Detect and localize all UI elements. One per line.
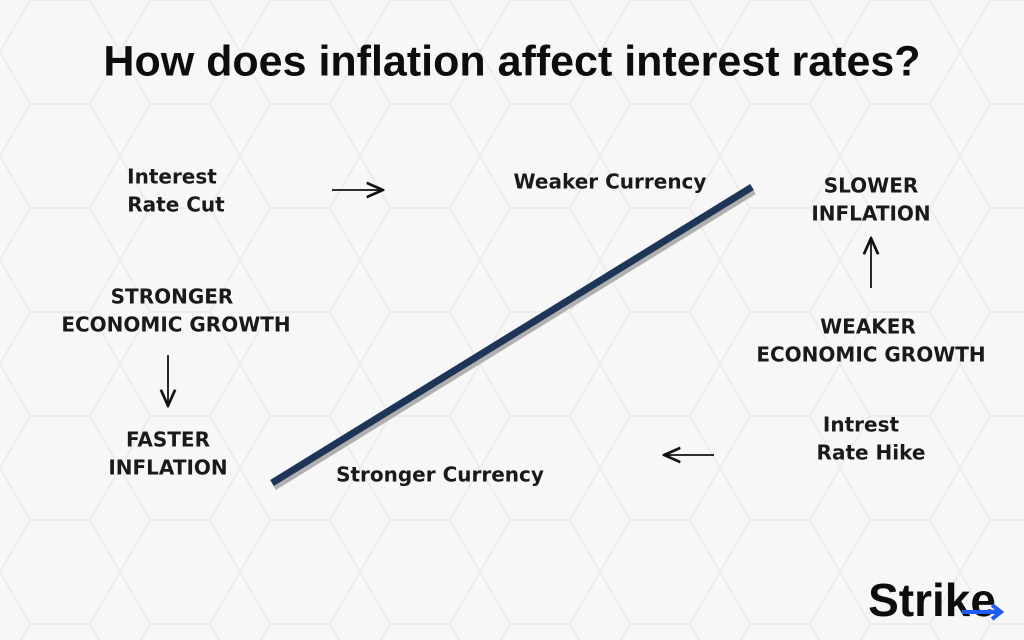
title: How does inflation affect interest rates… (103, 37, 920, 85)
balance-line (270, 184, 754, 486)
node-line: Stronger Currency (336, 463, 544, 487)
node-line: STRONGER (111, 285, 234, 309)
logo: Strike (868, 574, 996, 626)
logo-accent (962, 603, 1005, 621)
node-line: Rate Cut (127, 193, 225, 217)
node-line: INFLATION (811, 202, 930, 226)
node-line: ECONOMIC GROWTH (61, 313, 290, 337)
node-line: Rate Hike (817, 441, 926, 465)
node-line: Intrest (823, 413, 900, 437)
node-line: INFLATION (108, 456, 227, 480)
node-line: FASTER (126, 428, 210, 452)
node-line: WEAKER (820, 315, 916, 339)
line-shadow (272, 188, 756, 490)
node-line: Weaker Currency (514, 170, 707, 194)
node-line: ECONOMIC GROWTH (756, 343, 985, 367)
node-line: SLOWER (824, 174, 919, 198)
node-line: Interest (127, 165, 217, 189)
